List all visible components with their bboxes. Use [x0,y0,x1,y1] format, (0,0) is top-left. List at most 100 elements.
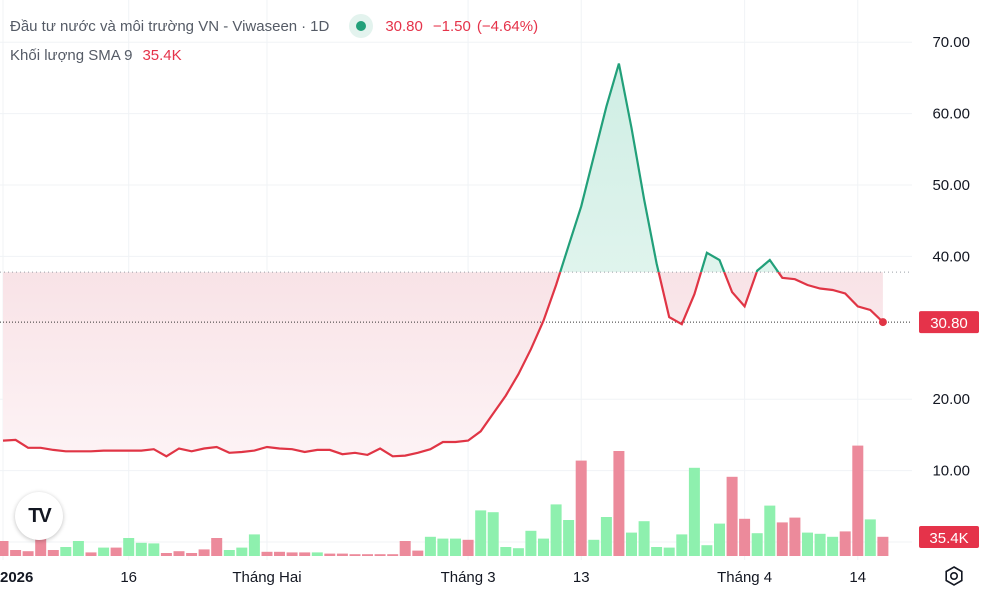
volume-bar [135,542,147,556]
volume-bar [236,547,248,556]
last-price-point [878,318,887,327]
volume-bar [362,554,373,556]
volume-bar [22,551,34,556]
settings-gear-icon[interactable] [943,565,965,587]
volume-bar [676,534,688,556]
volume-bar [437,538,449,556]
market-status-dot-icon [349,14,374,38]
volume-legend-value: 35.4K [142,47,182,64]
volume-bar [198,549,210,556]
volume-bar [387,554,399,556]
volume-axis-badge: 35.4K [919,526,979,548]
symbol-title: Đầu tư nước và môi trường VN - Viwaseen [10,17,298,35]
volume-bar [651,547,663,556]
volume-badge-label: 35.4K [929,530,968,547]
volume-bar [764,505,776,556]
volume-bar [299,552,311,556]
volume-bar [588,539,600,556]
interval-label: 1D [310,17,330,35]
y-tick-label: 20.00 [932,391,970,408]
volume-bar [852,445,864,556]
volume-bar [223,550,235,556]
volume-bar [35,526,47,556]
volume-bar [739,518,751,556]
volume-bar [475,510,487,556]
volume-bar [173,551,185,556]
volume-bar [248,534,260,556]
price-change: −1.50 [432,17,471,35]
volume-bar [563,520,575,556]
volume-bar [487,512,499,556]
y-tick-label: 70.00 [932,34,970,51]
volume-bar [525,530,537,556]
volume-bar [638,521,650,556]
volume-bar [512,548,524,556]
y-tick-label: 40.00 [932,248,970,265]
price-change-pct: (−4.64%) [476,17,539,35]
volume-bar [286,552,298,556]
area-below-baseline [3,272,883,457]
volume-bar [0,541,9,556]
volume-bar [500,547,512,556]
volume-bar [311,552,323,556]
volume-bar [85,552,97,556]
volume-bar [148,543,160,556]
volume-bar [186,553,198,556]
last-price: 30.80 [385,17,423,35]
volume-bar [538,538,549,556]
x-tick-label: 2026 [0,569,33,586]
volume-bar [98,547,110,556]
x-tick-label: 14 [849,569,866,586]
price-axis-badge: 30.80 [919,311,979,334]
volume-bar [412,550,424,556]
volume-bar [613,451,625,556]
volume-bar [450,538,461,556]
tradingview-logo-icon[interactable]: TV [15,492,63,540]
volume-bar [462,539,474,556]
volume-bar [663,547,675,556]
y-tick-label: 60.00 [932,106,970,123]
x-tick-label: 16 [120,569,137,586]
volume-bar [789,517,801,556]
volume-bar [688,467,700,556]
volume-bar [60,547,72,556]
volume-bars [0,445,889,556]
price-line-down [2,272,884,458]
volume-bar [864,519,876,556]
volume-bar [211,538,223,556]
volume-bar [336,553,348,556]
symbol-legend[interactable]: Đầu tư nước và môi trường VN - Viwaseen … [10,14,538,38]
volume-bar [827,536,839,556]
volume-bar [877,536,889,556]
volume-bar [399,541,411,556]
volume-bar [349,554,361,556]
volume-bar [424,536,436,556]
volume-bar [575,460,587,556]
volume-bar [600,517,612,556]
volume-bar [160,553,172,556]
volume-bar [550,504,562,556]
volume-bar [274,551,285,556]
volume-bar [726,476,738,556]
x-tick-label: 13 [573,569,590,586]
volume-bar [626,532,637,556]
volume-bar [261,551,273,556]
volume-bar [751,533,763,556]
volume-bar [814,533,826,556]
price-badge-bg [919,311,979,334]
volume-legend[interactable]: Khối lượng SMA 9 35.4K [10,47,182,64]
x-tick-label: Tháng 4 [717,569,772,586]
y-tick-label: 10.00 [932,463,970,480]
volume-bar [72,541,84,556]
volume-bar [839,531,851,556]
volume-badge-bg [919,526,979,548]
volume-bar [123,538,135,556]
volume-bar [110,547,122,556]
volume-bar [47,550,59,556]
volume-bar [10,550,22,556]
volume-legend-label: Khối lượng SMA 9 [10,47,133,64]
x-tick-label: Tháng Hai [232,569,301,586]
volume-bar [701,545,713,556]
y-tick-label: 50.00 [932,177,970,194]
